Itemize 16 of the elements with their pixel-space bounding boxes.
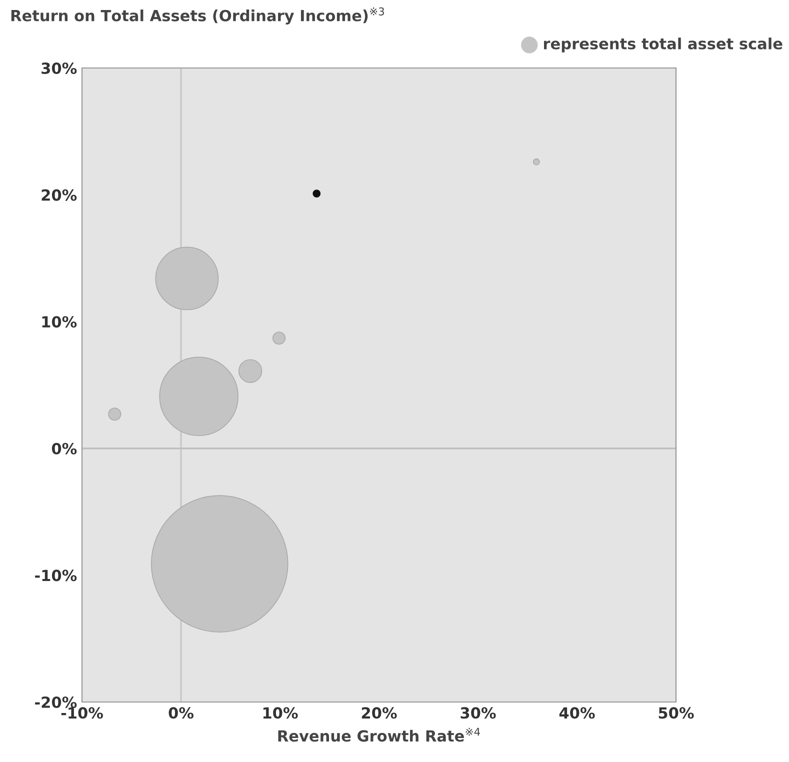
- x-tick-label: 50%: [658, 707, 694, 719]
- x-tick-label: 40%: [559, 707, 595, 719]
- x-tick-label: 0%: [168, 707, 194, 719]
- x-tick-label: -10%: [61, 707, 103, 719]
- text: represents total asset scale: [544, 38, 782, 52]
- x-tick-label: 20%: [362, 707, 397, 719]
- y-tick-label: 10%: [42, 316, 77, 328]
- x-tick-label: 10%: [263, 707, 298, 719]
- y-axis-title: Return on Total Assets (Ordinary Income)$^{※3}$: [11, 7, 384, 24]
- x-axis-title: Revenue Growth Rate$^{※4}$: [278, 728, 480, 742]
- y-tick-label: -10%: [35, 570, 77, 582]
- y-tick-label: 20%: [42, 189, 77, 201]
- y-tick-label: 0%: [52, 442, 77, 454]
- y-tick-label: 30%: [42, 62, 77, 74]
- y-tick-label: -20%: [35, 696, 77, 708]
- x-tick-label: 30%: [460, 707, 496, 719]
